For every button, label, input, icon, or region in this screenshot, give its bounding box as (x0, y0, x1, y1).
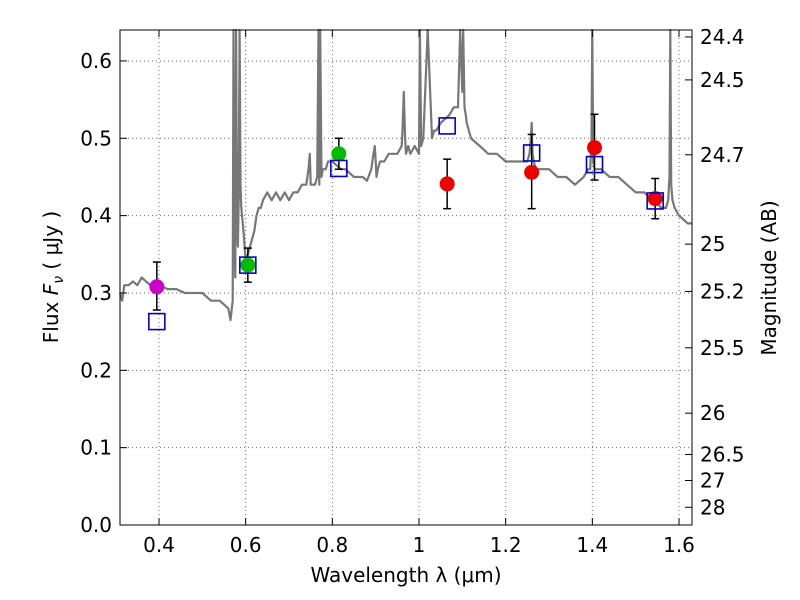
y-tick-label: 0.4 (80, 204, 112, 228)
x-tick-label: 1.4 (576, 533, 608, 557)
plot-frame (119, 29, 693, 526)
y2-tick-label: 27 (700, 468, 725, 492)
model-photometry-point (239, 256, 257, 274)
x-tick-label: 1.6 (663, 533, 695, 557)
x-tick-label: 1 (413, 533, 426, 557)
y-tick-label: 0.5 (80, 126, 112, 150)
y2-tick-label: 24.7 (700, 143, 745, 167)
y2-tick-label: 24.5 (700, 68, 745, 92)
y2-tick-label: 24.4 (700, 25, 745, 49)
model-photometry-point (438, 117, 456, 135)
data-point (240, 257, 256, 273)
x-tick-label: 1.2 (490, 533, 522, 557)
data-markers (148, 117, 664, 331)
data-point (439, 176, 455, 192)
data-point (149, 279, 165, 295)
y-tick-label: 0.2 (80, 358, 112, 382)
y-tick-label: 0.0 (80, 513, 112, 537)
grid-lines (120, 30, 692, 526)
model-photometry-point (585, 155, 604, 174)
y-tick-label: 0.3 (80, 281, 112, 305)
y-tick-label: 0.6 (80, 49, 112, 73)
y2-tick-label: 26 (700, 401, 725, 425)
y2-axis-label: Magnitude (AB) (757, 200, 781, 355)
y2-tick-label: 25.2 (700, 279, 745, 303)
x-tick-label: 0.8 (316, 533, 348, 557)
data-point (587, 140, 602, 156)
data-point (524, 164, 540, 180)
model-photometry-point (330, 159, 348, 178)
y-axis-label: Flux Fν ( μJy ) (39, 211, 67, 343)
model-photometry-point (522, 144, 541, 162)
x-tick-label: 0.4 (143, 533, 175, 557)
model-photometry-point (646, 192, 664, 210)
model-photometry-point (148, 312, 166, 331)
y2-tick-label: 26.5 (700, 442, 745, 466)
y2-tick-label: 25.5 (700, 336, 745, 360)
y2-tick-label: 28 (700, 495, 725, 519)
x-axis-label: Wavelength λ (μm) (310, 563, 501, 587)
data-point (331, 146, 347, 162)
model-spectrum-line (118, 28, 692, 322)
y-tick-label: 0.1 (80, 436, 112, 460)
y2-tick-label: 25 (700, 232, 725, 256)
axis-ticks: 0.4 0.6 0.8 1 1.2 1.4 1.6 0.0 0.1 0.2 0.3 0.4 0.5 0.6… (80, 25, 744, 557)
data-point (647, 191, 663, 207)
x-tick-label: 0.6 (230, 533, 262, 557)
model-spectrum (118, 28, 692, 322)
